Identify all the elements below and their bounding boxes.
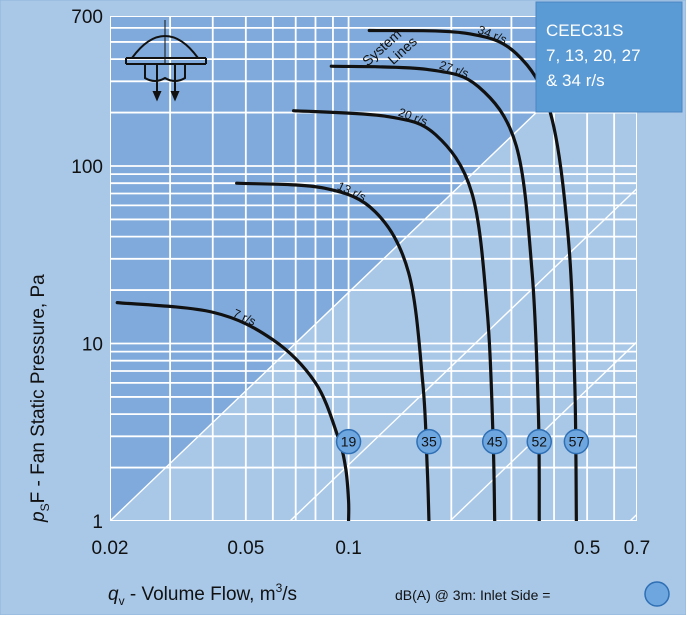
x-tick-3: 0.5 xyxy=(574,538,600,559)
footnote: dB(A) @ 3m: Inlet Side = xyxy=(395,587,550,603)
series-curve-1 xyxy=(235,181,431,521)
series-curve-0 xyxy=(115,300,351,521)
x-axis-label: qv - Volume Flow, m3/s xyxy=(108,581,297,608)
db-badge-1: 35 xyxy=(416,428,442,455)
y-axis-label: pSF - Fan Static Pressure, Pa xyxy=(28,274,52,523)
inlet-side-marker xyxy=(644,581,670,607)
db-value-0: 19 xyxy=(341,434,357,450)
y-tick-3: 700 xyxy=(71,7,103,28)
y-tick-1: 10 xyxy=(82,335,103,356)
x-tick-0: 0.02 xyxy=(92,538,129,559)
db-value-2: 45 xyxy=(487,434,503,450)
x-tick-4: 0.7 xyxy=(624,538,650,559)
y-tick-0: 1 xyxy=(92,512,103,533)
system-line xyxy=(289,187,637,521)
db-badge-3: 52 xyxy=(526,428,553,455)
db-value-3: 52 xyxy=(531,434,547,450)
series-curve-4 xyxy=(367,28,578,521)
db-value-4: 57 xyxy=(569,434,585,450)
series-curve-3 xyxy=(329,64,541,521)
legend-title: CEEC31S 7, 13, 20, 27 & 34 r/s xyxy=(546,21,641,90)
db-badge-2: 45 xyxy=(481,428,508,455)
x-tick-1: 0.05 xyxy=(227,538,264,559)
legend-box: CEEC31S 7, 13, 20, 27 & 34 r/s xyxy=(535,1,683,113)
db-badge-4: 57 xyxy=(563,428,590,455)
y-tick-2: 100 xyxy=(71,157,103,178)
db-badge-0: 19 xyxy=(335,428,362,455)
db-value-1: 35 xyxy=(421,434,437,450)
x-tick-2: 0.1 xyxy=(335,538,361,559)
fan-unit-icon xyxy=(125,20,207,102)
